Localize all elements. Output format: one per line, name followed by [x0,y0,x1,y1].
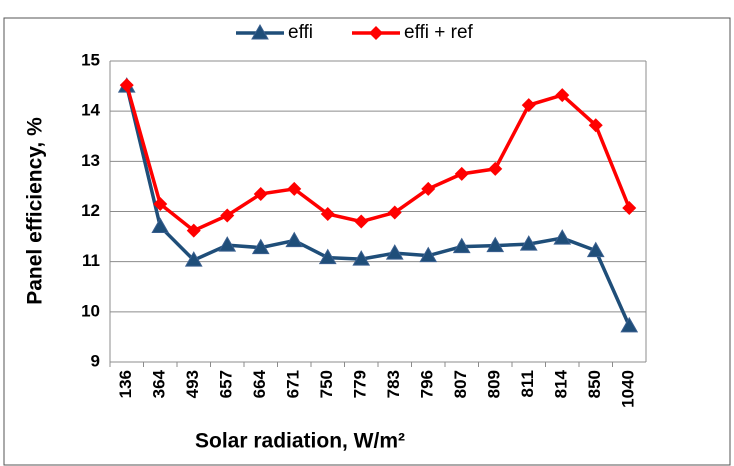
marker [352,250,371,266]
y-tick-label: 12 [81,201,100,220]
marker [354,214,369,229]
x-tick-label: 1040 [619,370,638,408]
marker [218,236,237,252]
marker [369,26,383,40]
marker [186,223,201,238]
x-tick-label: 779 [351,370,370,398]
marker [488,161,503,176]
x-tick-label: 783 [384,370,403,398]
series-line [125,84,631,233]
marker [586,241,605,258]
marker [421,181,436,196]
marker [287,181,302,196]
marker [519,235,538,251]
x-tick-label: 850 [585,370,604,398]
x-tick-label: 811 [518,370,537,397]
marker [151,217,170,234]
marker [486,236,505,253]
y-tick-label: 15 [81,50,100,69]
x-tick-label: 809 [485,370,504,398]
y-tick-label: 10 [81,301,100,320]
marker [184,251,203,267]
marker [220,208,235,223]
marker [452,237,471,254]
x-tick-label: 750 [317,370,336,398]
marker [285,231,304,248]
x-tick-label: 796 [418,370,437,398]
marker [387,205,402,220]
x-tick-label: 136 [116,370,135,398]
marker [588,118,603,133]
x-tick-label: 807 [451,370,470,398]
marker [253,186,268,201]
marker [553,229,572,245]
x-axis-title: Solar radiation, W/m² [195,430,405,453]
marker [622,200,637,215]
marker [251,23,269,40]
marker [153,196,168,211]
x-tick-label: 671 [284,370,303,398]
legend-label: effi [288,22,313,43]
marker [320,207,335,222]
marker [620,316,639,333]
marker [555,88,570,103]
x-tick-label: 664 [250,369,269,398]
marker [385,244,404,260]
y-tick-label: 11 [82,251,100,270]
legend-label: effi + ref [404,22,474,43]
marker [521,98,536,113]
y-tick-label: 14 [81,101,100,120]
x-tick-label: 814 [552,369,571,398]
marker [251,238,270,255]
y-tick-label: 9 [91,351,100,370]
marker [454,166,469,181]
marker [119,78,134,93]
x-tick-label: 657 [217,370,236,398]
series-line [125,85,631,327]
y-axis-title: Panel efficiency, % [24,117,47,305]
x-tick-label: 364 [150,369,169,398]
y-tick-label: 13 [81,151,100,170]
frame [3,17,731,466]
x-tick-label: 493 [183,370,202,398]
marker [419,246,438,263]
marker [318,248,337,265]
